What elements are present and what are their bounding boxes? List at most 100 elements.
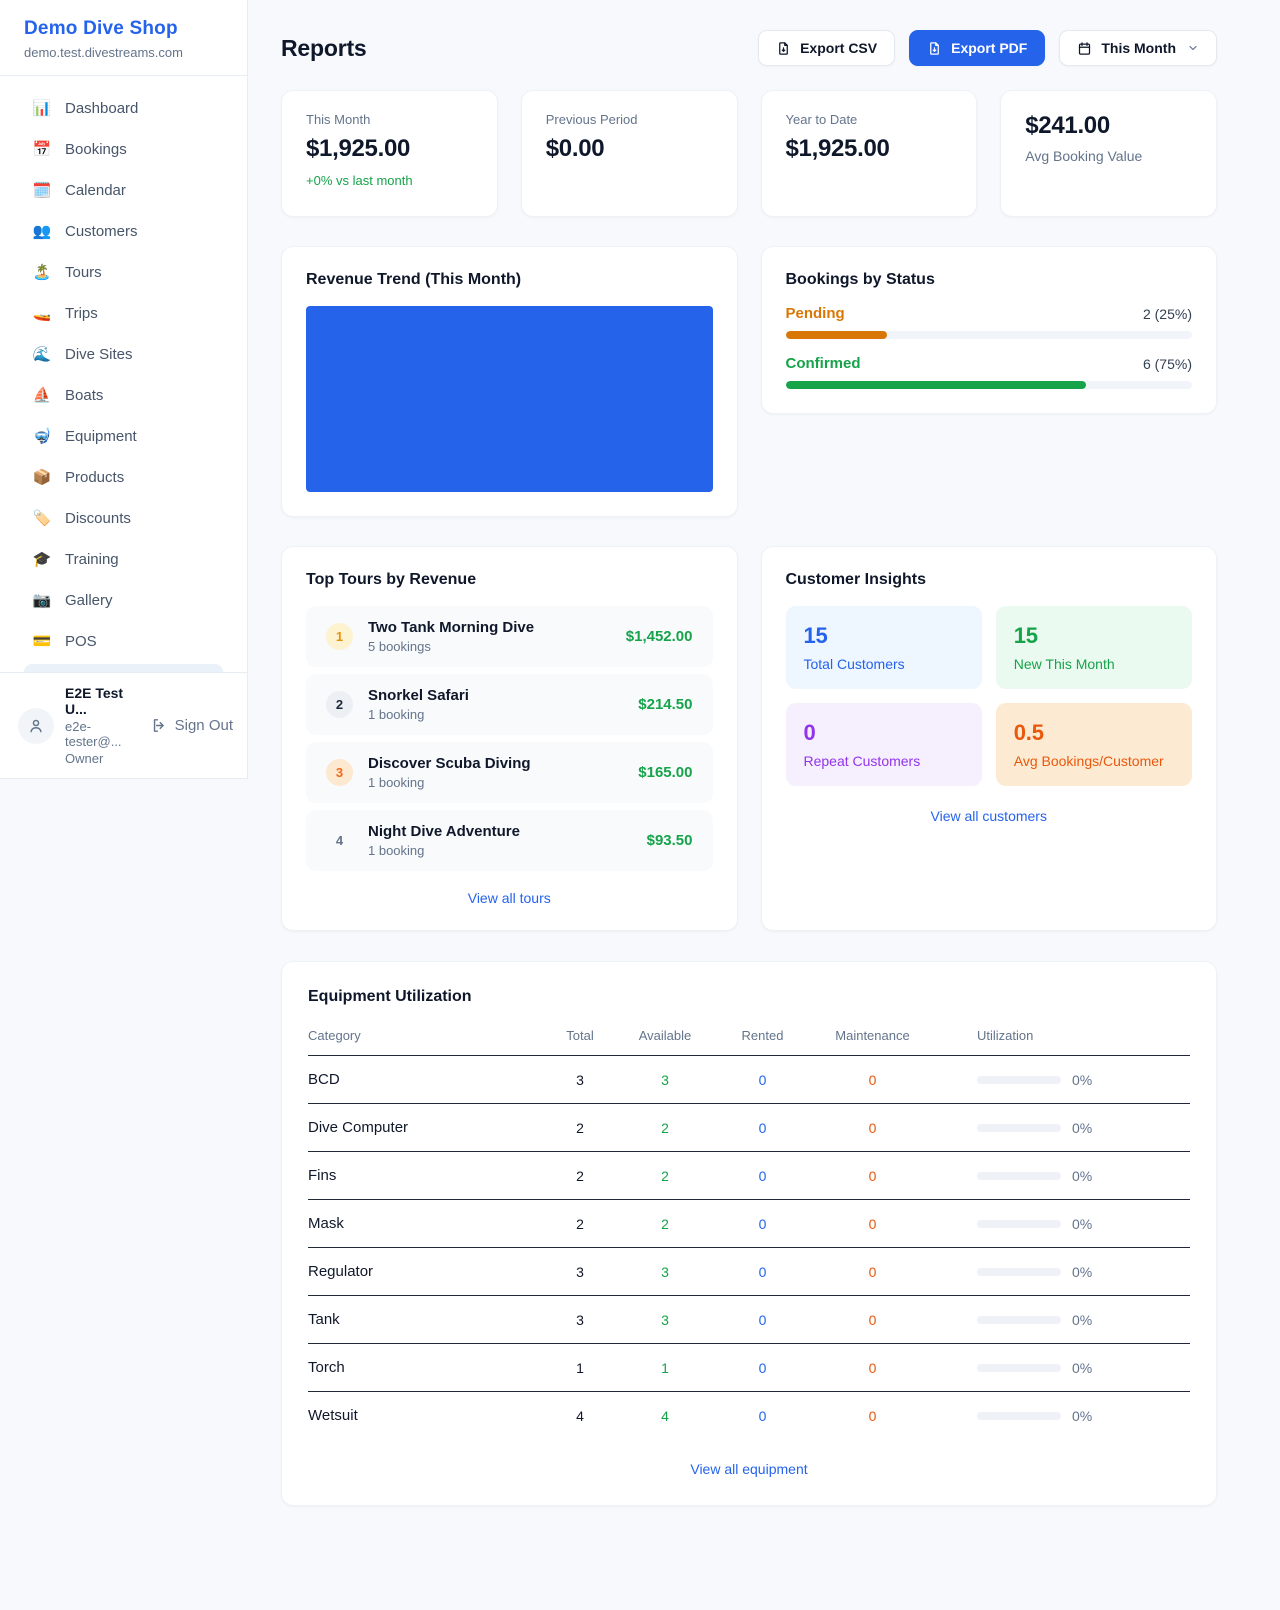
status-label: Confirmed <box>785 355 861 372</box>
sidebar-item-equipment[interactable]: 🤿 Equipment <box>12 416 235 457</box>
camera-icon: 📷 <box>32 592 52 609</box>
sidebar-nav: 📊 Dashboard 📅 Bookings 🗓️ Calendar 👥 Cus… <box>0 76 247 672</box>
sidebar: Demo Dive Shop demo.test.divestreams.com… <box>0 0 248 779</box>
col-header-available: Available <box>638 1028 692 1043</box>
user-info: E2E Test U... e2e-tester@... Owner <box>65 685 140 766</box>
equipment-rented: 0 <box>758 1167 767 1184</box>
equipment-rented: 0 <box>758 1407 767 1424</box>
equipment-rented: 0 <box>758 1215 767 1232</box>
export-csv-button[interactable]: Export CSV <box>758 30 896 66</box>
col-header-rented: Rented <box>741 1028 784 1043</box>
sidebar-item-tours[interactable]: 🏝️ Tours <box>12 252 235 293</box>
stat-card-this-month: This Month $1,925.00 +0% vs last month <box>281 90 498 217</box>
sidebar-item-label: Dashboard <box>65 100 139 117</box>
sidebar-divider <box>0 75 247 76</box>
card-title: Top Tours by Revenue <box>306 571 477 588</box>
progress-track <box>785 381 1192 389</box>
sidebar-item-dashboard[interactable]: 📊 Dashboard <box>12 88 235 129</box>
sidebar-item-products[interactable]: 📦 Products <box>12 457 235 498</box>
view-all-tours-link[interactable]: View all tours <box>467 890 551 906</box>
insight-tile-new-this-month: 15 New This Month <box>995 606 1192 689</box>
brand-title: Demo Dive Shop <box>24 18 178 39</box>
user-name: E2E Test U... <box>65 685 124 717</box>
utilization-bar <box>977 1219 1061 1228</box>
table-row: BCD 3 3 0 0 0% <box>308 1056 1190 1104</box>
bar-chart-icon: 📊 <box>32 100 52 117</box>
tour-amount: $93.50 <box>646 832 693 849</box>
sidebar-item-discounts[interactable]: 🏷️ Discounts <box>12 498 235 539</box>
insight-value: 0.5 <box>1013 720 1044 745</box>
header-actions: Export CSV Export PDF This Month <box>758 30 1217 66</box>
sidebar-item-gallery[interactable]: 📷 Gallery <box>12 580 235 621</box>
sidebar-item-dive-sites[interactable]: 🌊 Dive Sites <box>12 334 235 375</box>
equipment-rented: 0 <box>758 1311 767 1328</box>
tour-amount: $1,452.00 <box>625 628 693 645</box>
card-title: Revenue Trend (This Month) <box>306 271 522 288</box>
revenue-trend-card: Revenue Trend (This Month) <box>281 246 738 517</box>
equipment-utilization-card: Equipment Utilization Category Total Ava… <box>281 961 1217 1506</box>
brand-domain: demo.test.divestreams.com <box>24 45 183 60</box>
stat-label: Previous Period <box>545 112 638 127</box>
sidebar-item-trips[interactable]: 🚤 Trips <box>12 293 235 334</box>
utilization-bar <box>977 1075 1061 1084</box>
equipment-rented: 0 <box>758 1071 767 1088</box>
utilization-pct: 0% <box>1072 1407 1093 1424</box>
user-role: Owner <box>65 751 104 766</box>
sign-out-button[interactable]: Sign Out <box>151 717 233 734</box>
utilization-bar <box>977 1363 1061 1372</box>
progress-fill <box>785 381 1087 389</box>
equipment-maintenance: 0 <box>868 1119 877 1136</box>
view-all-customers-link[interactable]: View all customers <box>930 808 1047 824</box>
equipment-total: 2 <box>576 1119 584 1136</box>
sidebar-item-label: Boats <box>65 387 104 404</box>
stat-delta: +0% vs last month <box>306 173 413 188</box>
equipment-total: 3 <box>576 1263 584 1280</box>
stat-value: $1,925.00 <box>785 135 890 162</box>
col-header-maintenance: Maintenance <box>835 1028 910 1043</box>
export-pdf-button[interactable]: Export PDF <box>909 30 1046 66</box>
tour-bookings: 5 bookings <box>368 639 431 654</box>
insight-label: New This Month <box>1013 656 1115 672</box>
stat-value: $0.00 <box>545 135 605 162</box>
status-label: Pending <box>785 305 845 322</box>
equipment-available: 2 <box>661 1119 669 1136</box>
insights-row: Top Tours by Revenue 1 Two Tank Morning … <box>281 546 1217 931</box>
utilization-pct: 0% <box>1072 1263 1093 1280</box>
equipment-category: BCD <box>308 1071 340 1088</box>
insight-tile-grid: 15 Total Customers 15 New This Month 0 R… <box>785 606 1192 786</box>
tour-bookings: 1 booking <box>368 843 425 858</box>
equipment-total: 3 <box>576 1071 584 1088</box>
tour-list: 1 Two Tank Morning Dive 5 bookings $1,45… <box>306 606 713 871</box>
sidebar-item-label: Equipment <box>65 428 137 445</box>
insight-label: Repeat Customers <box>803 753 921 769</box>
tour-amount: $165.00 <box>638 764 693 781</box>
sidebar-item-label: Tours <box>65 264 102 281</box>
table-row: Regulator 3 3 0 0 0% <box>308 1248 1190 1296</box>
equipment-category: Mask <box>308 1215 344 1232</box>
period-dropdown[interactable]: This Month <box>1059 30 1217 66</box>
sidebar-item-partial[interactable] <box>24 664 223 672</box>
status-count: 2 (25%) <box>1142 305 1192 322</box>
sidebar-item-pos[interactable]: 💳 POS <box>12 621 235 662</box>
chevron-down-icon <box>1189 45 1197 51</box>
insight-value: 0 <box>803 720 816 745</box>
diving-mask-icon: 🤿 <box>32 428 52 445</box>
utilization-pct: 0% <box>1072 1119 1093 1136</box>
page-title: Reports <box>281 34 367 61</box>
sidebar-item-training[interactable]: 🎓 Training <box>12 539 235 580</box>
equipment-category: Regulator <box>308 1263 374 1280</box>
sidebar-item-boats[interactable]: ⛵ Boats <box>12 375 235 416</box>
view-all-equipment-link[interactable]: View all equipment <box>690 1461 808 1477</box>
tour-row: 1 Two Tank Morning Dive 5 bookings $1,45… <box>306 606 713 667</box>
tour-row: 2 Snorkel Safari 1 booking $214.50 <box>306 674 713 735</box>
equipment-available: 3 <box>661 1263 669 1280</box>
sidebar-item-customers[interactable]: 👥 Customers <box>12 211 235 252</box>
sidebar-item-label: Gallery <box>65 592 113 609</box>
sign-out-label: Sign Out <box>174 717 233 734</box>
utilization-bar <box>977 1411 1061 1420</box>
sidebar-item-calendar[interactable]: 🗓️ Calendar <box>12 170 235 211</box>
sidebar-item-bookings[interactable]: 📅 Bookings <box>12 129 235 170</box>
utilization-pct: 0% <box>1072 1311 1093 1328</box>
sidebar-item-label: Training <box>65 551 119 568</box>
page-header: Reports Export CSV Export PDF This Month <box>281 30 1217 66</box>
